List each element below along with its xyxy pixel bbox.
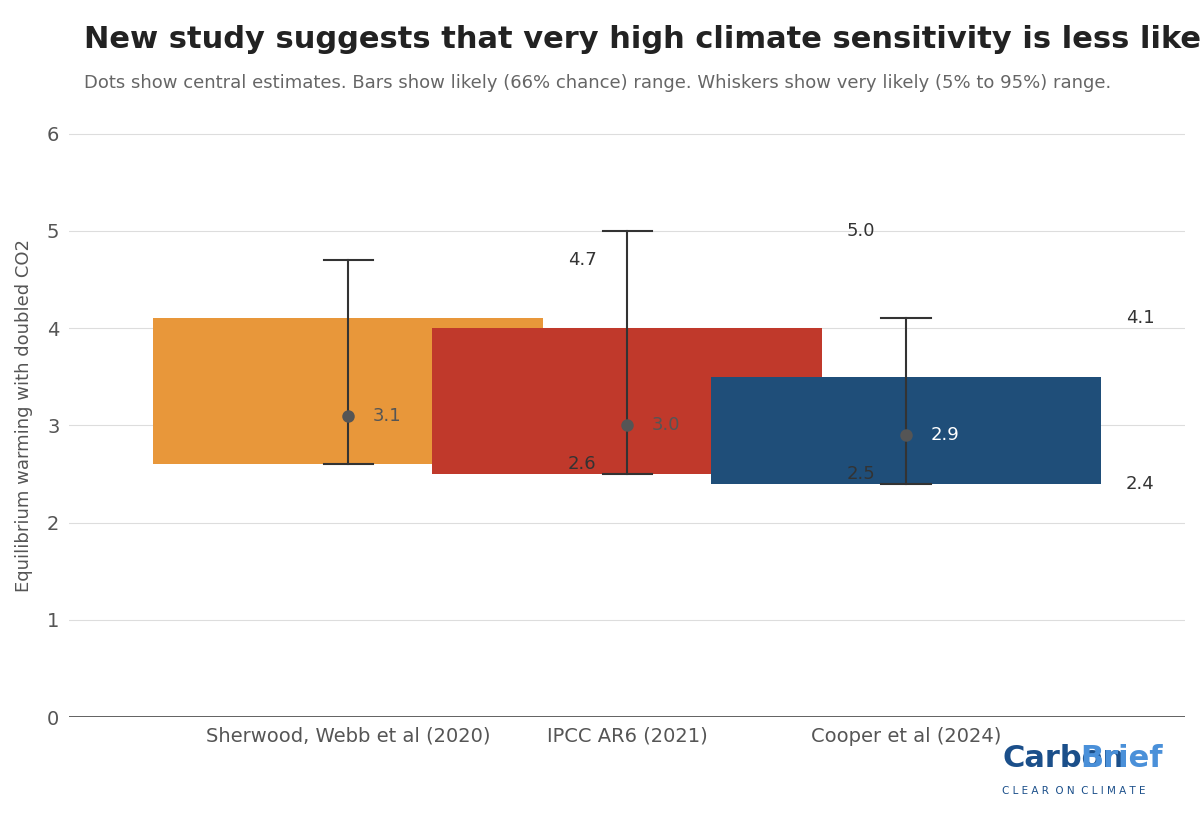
Text: 4.1: 4.1 (1126, 309, 1154, 327)
Bar (152, 318, 544, 464)
Text: 4.7: 4.7 (568, 251, 596, 269)
Text: Carbon: Carbon (1002, 744, 1124, 773)
Text: New study suggests that very high climate sensitivity is less likely: New study suggests that very high climat… (84, 25, 1200, 54)
Text: 3.0: 3.0 (652, 417, 680, 434)
Text: Dots show central estimates. Bars show likely (66% chance) range. Whiskers show : Dots show central estimates. Bars show l… (84, 74, 1111, 93)
Text: 2.5: 2.5 (847, 465, 876, 483)
Text: Brief: Brief (1080, 744, 1163, 773)
Bar (710, 377, 1102, 484)
Text: 5.0: 5.0 (847, 222, 875, 240)
Text: 2.6: 2.6 (568, 456, 596, 473)
Text: C L E A R  O N  C L I M A T E: C L E A R O N C L I M A T E (1002, 786, 1146, 796)
Text: 2.9: 2.9 (930, 426, 959, 444)
Bar (432, 328, 822, 474)
Text: 3.1: 3.1 (373, 407, 401, 425)
Text: 2.4: 2.4 (1126, 475, 1154, 493)
Y-axis label: Equilibrium warming with doubled CO2: Equilibrium warming with doubled CO2 (16, 239, 34, 592)
